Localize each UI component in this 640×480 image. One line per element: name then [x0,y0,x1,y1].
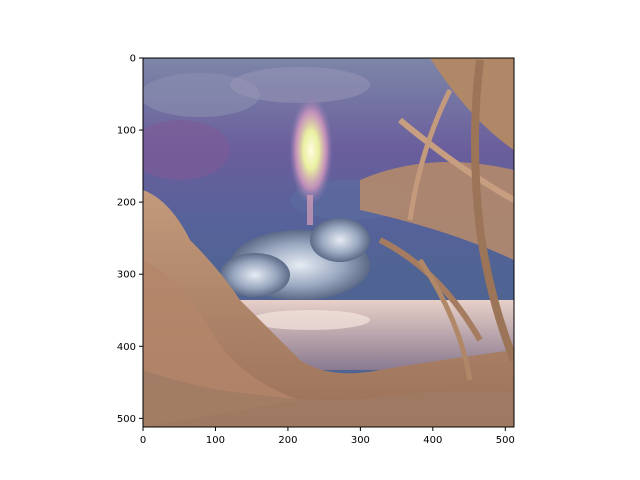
y-tick-label: 100 [117,126,136,137]
y-tick-label: 500 [117,414,136,425]
x-tick-label: 100 [206,435,225,446]
y-tick-label: 400 [117,342,136,353]
x-tick-label: 300 [351,435,370,446]
y-axis: 0 100 200 300 400 500 [117,54,143,425]
x-axis: 0 100 200 300 400 500 [140,427,515,446]
x-tick-label: 0 [140,435,146,446]
x-tick-label: 400 [423,435,442,446]
y-tick-label: 0 [130,54,136,65]
y-tick-label: 200 [117,198,136,209]
plotted-image [143,58,514,427]
x-tick-label: 500 [496,435,515,446]
y-tick-label: 300 [117,270,136,281]
x-tick-label: 200 [278,435,297,446]
axes-frame [142,57,515,428]
